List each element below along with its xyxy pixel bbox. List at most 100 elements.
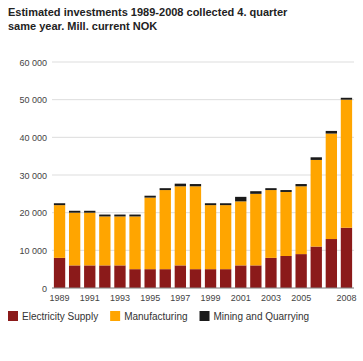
bar: [69, 265, 80, 288]
bar: [160, 190, 171, 269]
x-tick-label: 2005: [291, 293, 311, 303]
y-tick-label: 30 000: [19, 171, 47, 181]
bar: [69, 213, 80, 266]
x-tick-label: 1993: [110, 293, 130, 303]
bar: [175, 265, 186, 288]
bar: [280, 192, 291, 256]
bar: [114, 216, 125, 265]
y-tick-label: 20 000: [19, 208, 47, 218]
bar: [311, 157, 322, 160]
bar: [69, 211, 80, 213]
bar: [99, 216, 110, 265]
bar: [220, 269, 231, 288]
bar: [144, 269, 155, 288]
bar: [326, 239, 337, 288]
legend-label: Mining and Quarrying: [214, 311, 310, 322]
grid-line: [52, 99, 354, 100]
bar: [144, 196, 155, 198]
grid-line: [52, 288, 354, 289]
bar: [220, 205, 231, 269]
x-tick-label: 2001: [231, 293, 251, 303]
legend-item: Manufacturing: [110, 311, 187, 322]
x-tick-label: 2008: [336, 293, 356, 303]
bar: [326, 131, 337, 134]
x-axis: [52, 288, 354, 289]
bar: [190, 184, 201, 186]
x-tick-label: 1999: [201, 293, 221, 303]
x-tick-label: 1995: [140, 293, 160, 303]
bars: [54, 98, 352, 288]
x-tick-label: 1991: [80, 293, 100, 303]
bar: [190, 186, 201, 269]
bar: [190, 269, 201, 288]
bar: [265, 190, 276, 258]
bar: [129, 269, 140, 288]
bar: [99, 265, 110, 288]
bar: [265, 188, 276, 190]
y-tick-label: 60 000: [19, 58, 47, 68]
bar: [250, 265, 261, 288]
grid-line: [52, 250, 354, 251]
bar: [280, 190, 291, 192]
bar: [175, 184, 186, 187]
bar: [205, 203, 216, 205]
legend-item: Electricity Supply: [8, 311, 98, 322]
bar: [84, 265, 95, 288]
bar: [54, 203, 65, 205]
x-tick-label: 2003: [261, 293, 281, 303]
bar: [160, 188, 171, 190]
bar: [175, 186, 186, 265]
bar: [341, 98, 352, 100]
y-tick-label: 0: [42, 284, 47, 294]
bar: [114, 215, 125, 217]
y-tick-label: 50 000: [19, 95, 47, 105]
bar: [205, 269, 216, 288]
bar: [250, 191, 261, 194]
grid: [52, 62, 354, 288]
bar: [129, 215, 140, 217]
grid-line: [52, 62, 354, 63]
y-tick-label: 40 000: [19, 133, 47, 143]
bar: [326, 134, 337, 239]
title-line: Estimated investments 1989-2008 collecte…: [8, 6, 288, 18]
bar: [295, 184, 306, 186]
y-tick-label: 10 000: [19, 246, 47, 256]
legend: Electricity Supply Manufacturing Mining an…: [8, 311, 309, 322]
legend-label: Manufacturing: [124, 311, 187, 322]
bar: [235, 201, 246, 265]
x-tick-label: 1997: [170, 293, 190, 303]
legend-label: Electricity Supply: [22, 311, 98, 322]
bar: [295, 254, 306, 288]
bar: [99, 215, 110, 217]
bar: [265, 258, 276, 288]
legend-item: Mining and Quarrying: [200, 311, 310, 322]
x-tick-label: 1989: [50, 293, 70, 303]
bar: [235, 197, 246, 202]
grid-line: [52, 137, 354, 138]
legend-swatch: [8, 311, 18, 321]
bar: [311, 160, 322, 247]
legend-swatch: [110, 311, 120, 321]
bar: [84, 213, 95, 266]
bar: [235, 265, 246, 288]
bar: [160, 269, 171, 288]
bar: [250, 194, 261, 266]
bar: [280, 256, 291, 288]
bar: [341, 100, 352, 228]
chart: Estimated investments 1989-2008 collecte…: [0, 0, 363, 361]
bar: [54, 205, 65, 258]
bar: [220, 203, 231, 205]
bar: [129, 216, 140, 269]
grid-line: [52, 175, 354, 176]
bar: [295, 186, 306, 254]
title-line: same year. Mill. current NOK: [8, 20, 157, 32]
bar: [205, 205, 216, 269]
bar: [54, 258, 65, 288]
bar: [114, 265, 125, 288]
legend-swatch: [200, 311, 210, 321]
bar: [341, 228, 352, 288]
grid-line: [52, 212, 354, 213]
bar: [84, 211, 95, 213]
bar: [144, 198, 155, 270]
title: Estimated investments 1989-2008 collecte…: [8, 6, 288, 32]
